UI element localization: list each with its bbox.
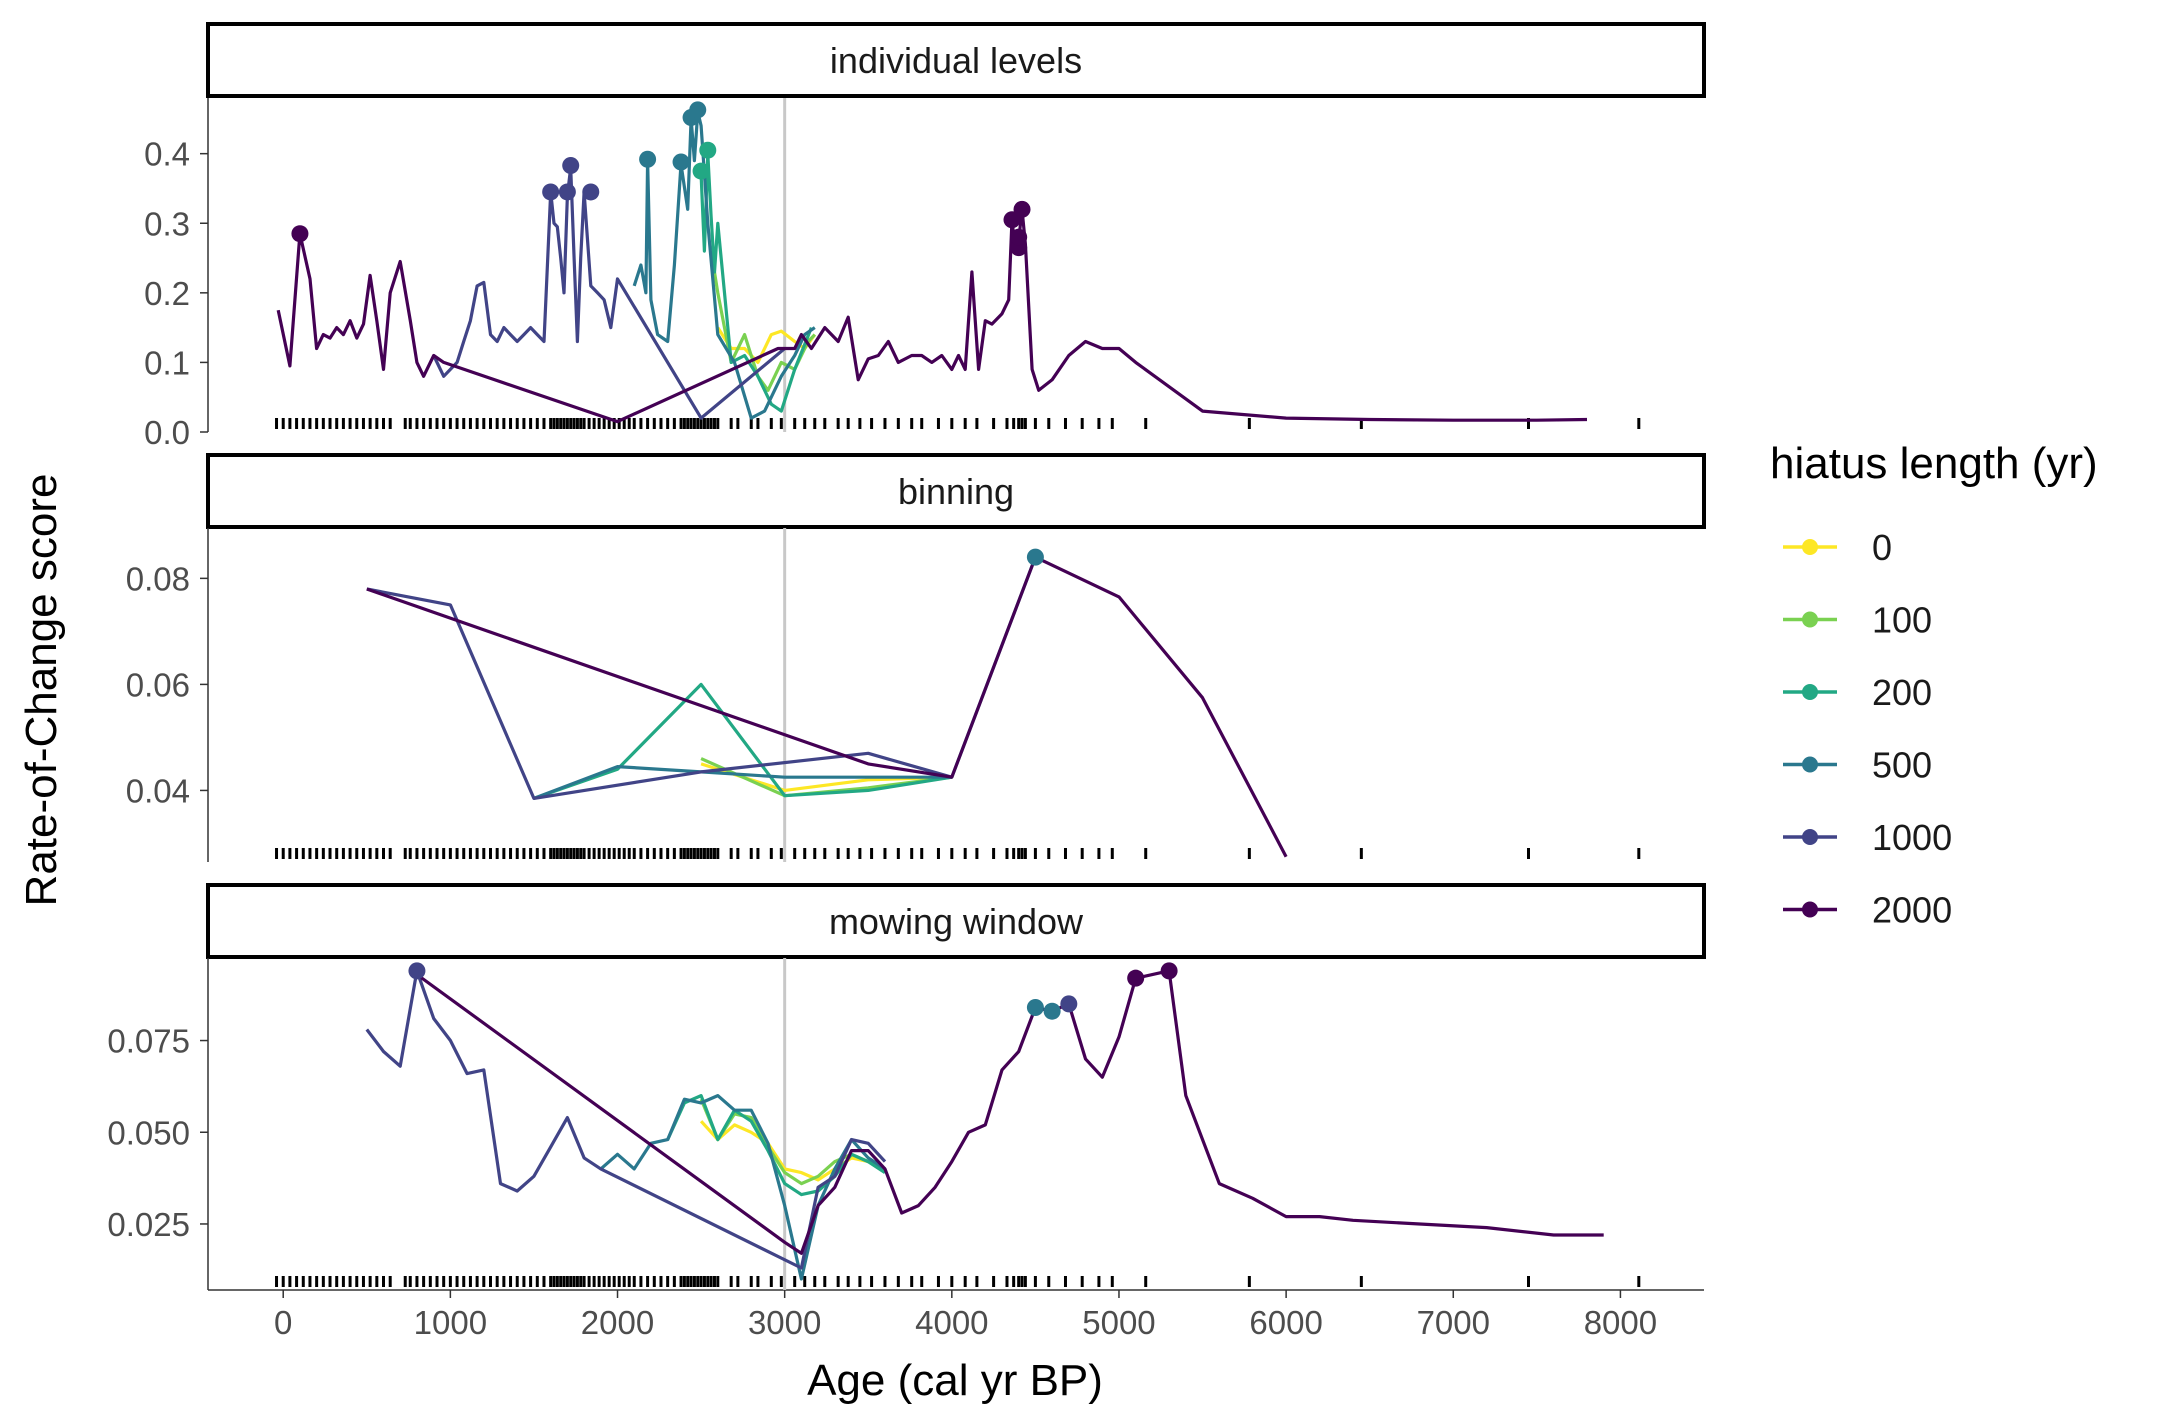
series-line-500 <box>632 110 816 420</box>
legend-label: 500 <box>1872 745 1932 786</box>
x-tick-label: 7000 <box>1417 1304 1490 1341</box>
legend-entry: 100 <box>1783 600 1932 641</box>
legend-title: hiatus length (yr) <box>1770 439 2098 488</box>
y-tick-label: 0.1 <box>144 344 190 381</box>
y-tick-label: 0.2 <box>144 275 190 312</box>
legend-key-point <box>1802 901 1818 918</box>
peak-point <box>408 962 426 980</box>
y-axis-title: Rate-of-Change score <box>17 474 66 907</box>
series-line-1000 <box>432 166 786 420</box>
peak-point <box>672 153 690 171</box>
panel-strip <box>206 883 1706 959</box>
peak-point <box>689 101 707 119</box>
peak-point <box>692 162 710 180</box>
x-tick-label: 1000 <box>414 1304 487 1341</box>
x-tick-label: 5000 <box>1082 1304 1155 1341</box>
panel-1: individual levels 0.0 0.1 0.2 0.3 0.4 <box>144 22 1706 451</box>
legend-label: 200 <box>1872 672 1932 713</box>
x-tick-label: 4000 <box>915 1304 988 1341</box>
x-axis-title: Age (cal yr BP) <box>807 1356 1103 1405</box>
panels: individual levels 0.0 0.1 0.2 0.3 0.4 binning 0… <box>107 22 1706 1341</box>
x-tick-label: 2000 <box>581 1304 654 1341</box>
panel-strip-label: individual levels <box>830 40 1082 81</box>
y-tick-label: 0.4 <box>144 136 190 173</box>
panel-2: binning 0.04 0.06 0.08 <box>126 453 1706 862</box>
legend-label: 0 <box>1872 527 1892 568</box>
legend: hiatus length (yr) 0 100 200 500 1000 2000 <box>1770 439 2098 931</box>
y-tick-label: 0.06 <box>126 666 190 703</box>
x-tick-label: 8000 <box>1584 1304 1657 1341</box>
legend-label: 2000 <box>1872 890 1952 931</box>
legend-entry: 200 <box>1783 672 1932 713</box>
y-tick-label: 0.025 <box>107 1206 190 1243</box>
legend-entry: 1000 <box>1783 817 1952 858</box>
y-tick-label: 0.075 <box>107 1023 190 1060</box>
peak-point <box>562 156 580 174</box>
peak-point <box>582 183 600 201</box>
peak-point <box>1026 548 1044 566</box>
legend-key-point <box>1802 829 1818 845</box>
panel-strip-label: binning <box>898 471 1014 512</box>
peak-point <box>1127 969 1145 987</box>
peak-point <box>558 183 576 201</box>
series-line-1000 <box>366 587 953 801</box>
peak-point <box>1060 995 1078 1013</box>
series-line-0 <box>699 1120 886 1182</box>
series-line-2000 <box>276 207 1588 424</box>
y-tick-label: 0.050 <box>107 1114 190 1151</box>
legend-key-point <box>1802 756 1818 773</box>
panel-strip-label: mowing window <box>829 901 1084 942</box>
y-tick-label: 0.04 <box>126 772 190 809</box>
panel-strip <box>206 22 1706 98</box>
series-line-200 <box>533 682 953 800</box>
peak-point <box>542 183 560 201</box>
peak-point <box>699 141 717 159</box>
peak-point <box>291 225 309 243</box>
y-tick-label: 0.0 <box>144 414 190 451</box>
peak-point <box>1013 200 1031 218</box>
legend-label: 1000 <box>1872 817 1952 858</box>
legend-label: 100 <box>1872 600 1932 641</box>
legend-entry: 0 <box>1783 527 1892 568</box>
panel-strip <box>206 453 1706 529</box>
y-tick-label: 0.08 <box>126 560 190 597</box>
peak-point <box>1026 999 1044 1017</box>
legend-entry: 500 <box>1783 745 1932 786</box>
series-line-500 <box>599 1093 886 1281</box>
x-tick-label: 6000 <box>1249 1304 1322 1341</box>
peak-point <box>639 150 657 168</box>
peak-point <box>1010 228 1028 246</box>
peak-point <box>1160 962 1178 980</box>
peak-point <box>1043 1002 1061 1020</box>
legend-key-point <box>1802 684 1818 700</box>
x-tick-label: 3000 <box>748 1304 821 1341</box>
series-line-0 <box>716 326 817 364</box>
legend-key-point <box>1802 539 1818 555</box>
x-tick-label: 0 <box>274 1304 292 1341</box>
series-line-200 <box>693 152 813 413</box>
legend-key-point <box>1802 611 1818 628</box>
series-line-1000 <box>365 969 887 1270</box>
legend-entry: 2000 <box>1783 890 1952 931</box>
y-tick-label: 0.3 <box>144 205 190 242</box>
panel-3: mowing window 0.025 0.050 0.075 <box>107 883 1706 1291</box>
